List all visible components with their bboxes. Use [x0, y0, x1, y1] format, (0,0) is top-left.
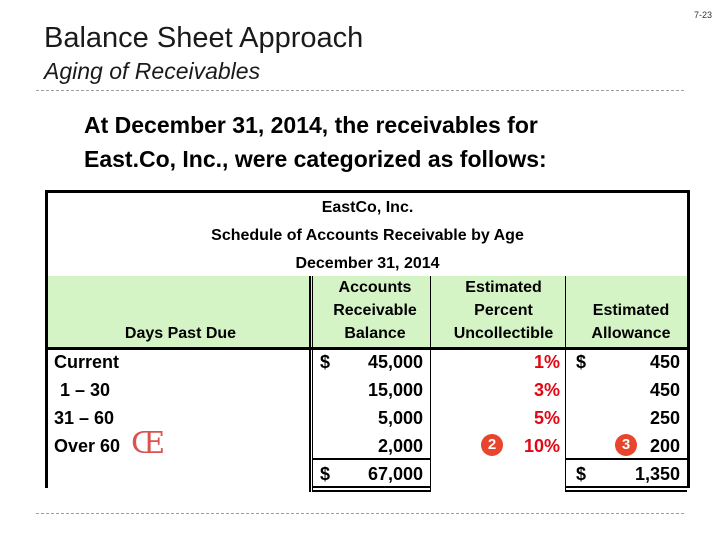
intro-text: At December 31, 2014, the receivables fo… — [84, 108, 547, 176]
total-balance-dollar: $ — [320, 464, 331, 484]
intro-line: At December 31, 2014, the receivables fo… — [84, 112, 538, 138]
balance-dollar: $ — [320, 352, 331, 372]
company-name: EastCo, Inc. — [321, 199, 414, 216]
schedule-date: December 31, 2014 — [295, 255, 440, 272]
row-label: Over 60 — [54, 436, 121, 456]
col-percent-line: Percent — [474, 302, 533, 319]
table-row: Current $ 45,000 1% $ 450 — [45, 348, 690, 376]
row-label: 31 – 60 — [54, 408, 115, 428]
slide-subtitle: Aging of Receivables — [44, 58, 261, 84]
slide-number: 7-23 — [693, 10, 712, 20]
subtotal-rule — [313, 458, 431, 460]
col-percent-line: Estimated — [465, 279, 542, 296]
col-allowance: Estimated Allowance — [572, 299, 690, 345]
total-allowance-dollar: $ — [576, 464, 587, 484]
column-divider — [430, 276, 431, 492]
column-divider — [565, 276, 566, 492]
row-percent: 3% — [533, 380, 560, 400]
row-allowance: 250 — [649, 408, 680, 428]
row-balance: 45,000 — [367, 352, 423, 372]
double-underline — [565, 490, 687, 492]
double-underline — [313, 490, 431, 492]
marker-2: 2 — [481, 434, 503, 456]
col-percent: Estimated Percent Uncollectible — [436, 276, 571, 345]
total-allowance: 1,350 — [634, 464, 680, 484]
header-bottom-rule — [45, 347, 690, 350]
table-row: Over 60 2,000 10% 200 — [45, 432, 690, 460]
row-allowance: 450 — [649, 380, 680, 400]
marker-3: 3 — [615, 434, 637, 456]
row-label: 1 – 30 — [60, 380, 111, 400]
row-allowance: 450 — [649, 352, 680, 372]
col-allowance-line: Estimated — [592, 302, 670, 319]
col-allowance-line: Allowance — [591, 325, 671, 342]
allowance-dollar: $ — [576, 352, 587, 372]
aging-schedule-table: EastCo, Inc. Schedule of Accounts Receiv… — [45, 190, 690, 492]
total-row: $ 67,000 $ 1,350 — [45, 460, 690, 488]
col-percent-line: Uncollectible — [453, 325, 554, 342]
col-balance: Accounts Receivable Balance — [316, 276, 434, 345]
table-row: 1 – 30 15,000 3% 450 — [45, 376, 690, 404]
col-days-past-due: Days Past Due — [124, 325, 237, 342]
bottom-divider — [36, 513, 684, 514]
schedule-header: EastCo, Inc. Schedule of Accounts Receiv… — [45, 190, 690, 276]
col-balance-line: Accounts — [338, 279, 412, 296]
slide-title: Balance Sheet Approach — [44, 22, 364, 54]
row-balance: 5,000 — [377, 408, 423, 428]
row-balance: 15,000 — [367, 380, 423, 400]
column-header-band: Days Past Due Accounts Receivable Balanc… — [45, 276, 690, 348]
schedule-heading: Schedule of Accounts Receivable by Age — [211, 227, 524, 244]
row-balance: 2,000 — [377, 436, 423, 456]
col-balance-line: Receivable — [333, 302, 417, 319]
column-divider — [309, 276, 311, 492]
row-percent: 1% — [533, 352, 560, 372]
row-label: Current — [54, 352, 120, 372]
row-percent: 5% — [533, 408, 560, 428]
col-balance-line: Balance — [344, 325, 406, 342]
intro-line: East.Co, Inc., were categorized as follo… — [84, 146, 547, 172]
total-balance: 67,000 — [367, 464, 423, 484]
row-allowance: 200 — [649, 436, 680, 456]
double-underline — [313, 486, 431, 488]
top-divider — [36, 90, 684, 91]
table-row: 31 – 60 5,000 5% 250 — [45, 404, 690, 432]
row-percent: 10% — [523, 436, 560, 456]
marker-1: Œ — [131, 426, 166, 461]
column-divider — [312, 276, 313, 492]
subtotal-rule — [565, 458, 687, 460]
double-underline — [565, 486, 687, 488]
